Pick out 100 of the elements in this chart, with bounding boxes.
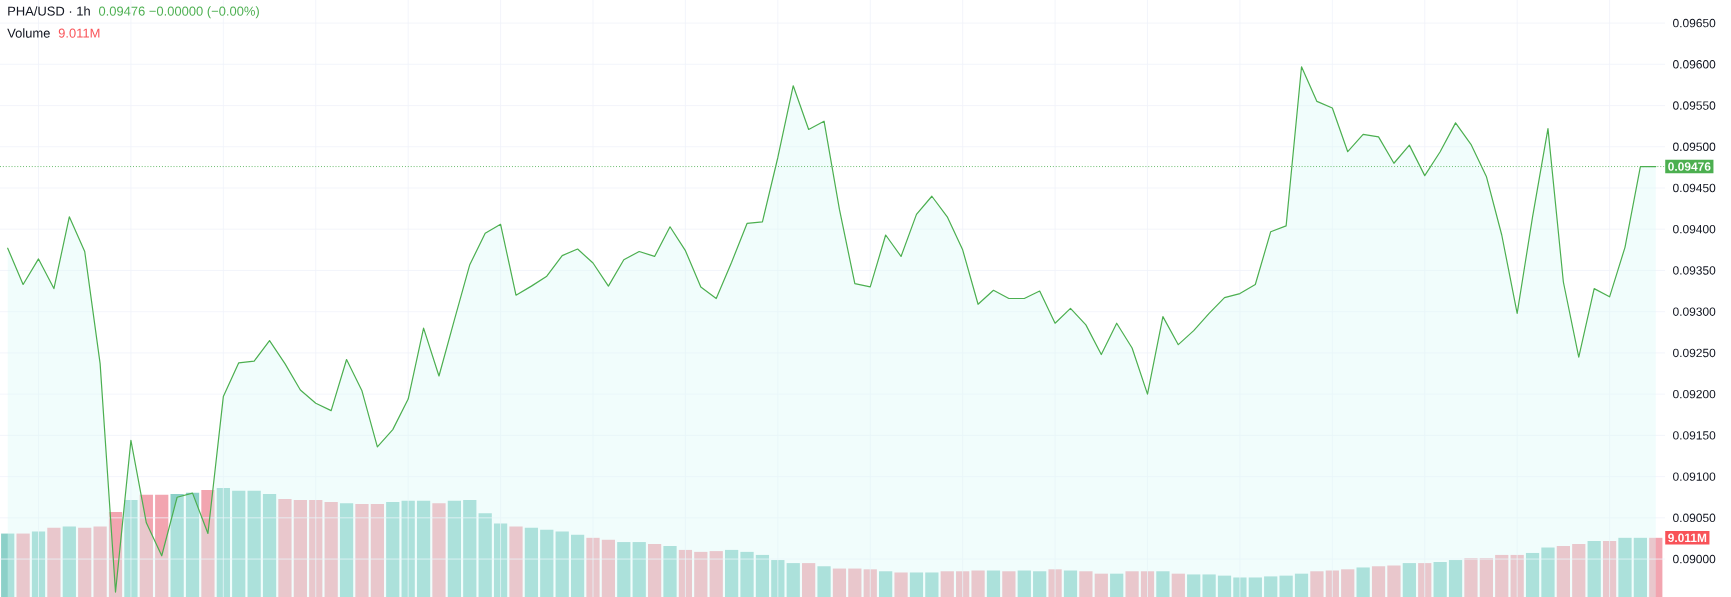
bar xyxy=(1541,547,1555,597)
bar xyxy=(909,572,924,597)
bar xyxy=(1310,571,1324,597)
bar xyxy=(1140,571,1155,597)
bar xyxy=(1294,573,1309,597)
bar xyxy=(1418,563,1432,597)
bar xyxy=(786,563,800,597)
bar xyxy=(509,526,523,597)
bar xyxy=(617,542,631,597)
bar xyxy=(1187,574,1201,597)
bar xyxy=(93,526,107,597)
bar xyxy=(78,527,92,597)
annotation: 9.011M xyxy=(58,28,100,38)
bar xyxy=(339,503,354,597)
bar xyxy=(47,527,61,597)
y-tick-label: 0.09350 xyxy=(1673,266,1716,275)
bar xyxy=(370,503,384,597)
bar xyxy=(1402,563,1416,597)
bar xyxy=(1525,552,1540,597)
bar xyxy=(725,549,739,597)
bar xyxy=(1448,560,1463,597)
y-tick-label: 0.09400 xyxy=(1673,225,1716,234)
bar xyxy=(1079,571,1093,597)
bar xyxy=(432,503,446,597)
bar xyxy=(1202,574,1216,597)
bar xyxy=(601,539,616,597)
y-tick-label: 0.09100 xyxy=(1673,472,1716,481)
chart-title: Volume xyxy=(7,28,50,38)
y-tick-label: 0.09450 xyxy=(1673,183,1716,193)
bar xyxy=(1002,571,1016,597)
bar xyxy=(1110,573,1124,597)
bar xyxy=(925,572,939,597)
bar xyxy=(1356,567,1370,597)
bar xyxy=(1264,576,1278,597)
bar xyxy=(1556,545,1570,597)
bar xyxy=(1233,577,1247,597)
text: 9.011M xyxy=(1668,533,1707,543)
bar xyxy=(262,493,277,597)
bar xyxy=(1033,571,1047,597)
y-tick-label: 0.09250 xyxy=(1673,348,1716,358)
bar xyxy=(1572,544,1586,597)
bar xyxy=(956,571,970,597)
bar xyxy=(139,494,153,597)
bar xyxy=(416,500,431,597)
bar xyxy=(1618,537,1632,597)
bar xyxy=(1125,571,1139,597)
y-tick-label: 0.09200 xyxy=(1673,389,1716,399)
bar xyxy=(478,513,492,597)
bar xyxy=(1479,558,1493,597)
bar xyxy=(463,500,477,597)
y-tick-label: 0.09000 xyxy=(1673,554,1716,564)
bar xyxy=(1094,573,1108,597)
bar xyxy=(740,551,754,597)
bar xyxy=(940,571,954,597)
bar xyxy=(1464,558,1478,597)
bar xyxy=(817,566,831,597)
bar xyxy=(247,490,261,597)
bar xyxy=(1649,537,1663,597)
bar xyxy=(16,533,30,597)
bar xyxy=(278,498,292,597)
bar xyxy=(755,554,770,597)
y-tick-label: 0.09150 xyxy=(1673,431,1716,440)
bar xyxy=(1433,562,1447,597)
bar xyxy=(201,489,215,597)
bar xyxy=(802,563,816,597)
bar xyxy=(879,571,893,597)
bar xyxy=(894,572,908,597)
bar xyxy=(1341,569,1355,597)
bar xyxy=(1587,540,1601,597)
bar xyxy=(1156,571,1170,597)
bar xyxy=(863,569,877,597)
bar xyxy=(971,570,985,597)
bar xyxy=(570,534,585,597)
y-tick-label: 0.09500 xyxy=(1673,142,1716,151)
bar xyxy=(1063,570,1078,597)
bar xyxy=(524,527,539,597)
bar xyxy=(709,551,723,597)
bar xyxy=(663,545,677,597)
y-tick-label: 0.09300 xyxy=(1673,307,1716,316)
bar xyxy=(1371,566,1386,597)
bar xyxy=(62,526,76,597)
bar xyxy=(185,492,200,597)
bar xyxy=(386,502,400,597)
bar xyxy=(232,490,246,597)
bar xyxy=(293,500,307,597)
y-tick-label: 0.09650 xyxy=(1673,18,1716,28)
bar xyxy=(647,544,662,597)
ref-line-label: 0.09476 xyxy=(1668,162,1711,171)
bar xyxy=(1171,573,1185,597)
y-tick-label: 0.09050 xyxy=(1673,513,1716,523)
bar xyxy=(1017,570,1031,597)
bar xyxy=(155,494,169,597)
bar xyxy=(1279,575,1293,597)
bar xyxy=(170,493,184,597)
bar xyxy=(771,560,785,597)
chart-title: PHA/USD · 1h xyxy=(8,6,90,16)
bar xyxy=(694,551,708,597)
bar xyxy=(555,531,569,597)
chart-subtitle: 0.09476 −0.00000 (−0.00%) xyxy=(98,6,259,19)
bar xyxy=(986,570,1001,597)
